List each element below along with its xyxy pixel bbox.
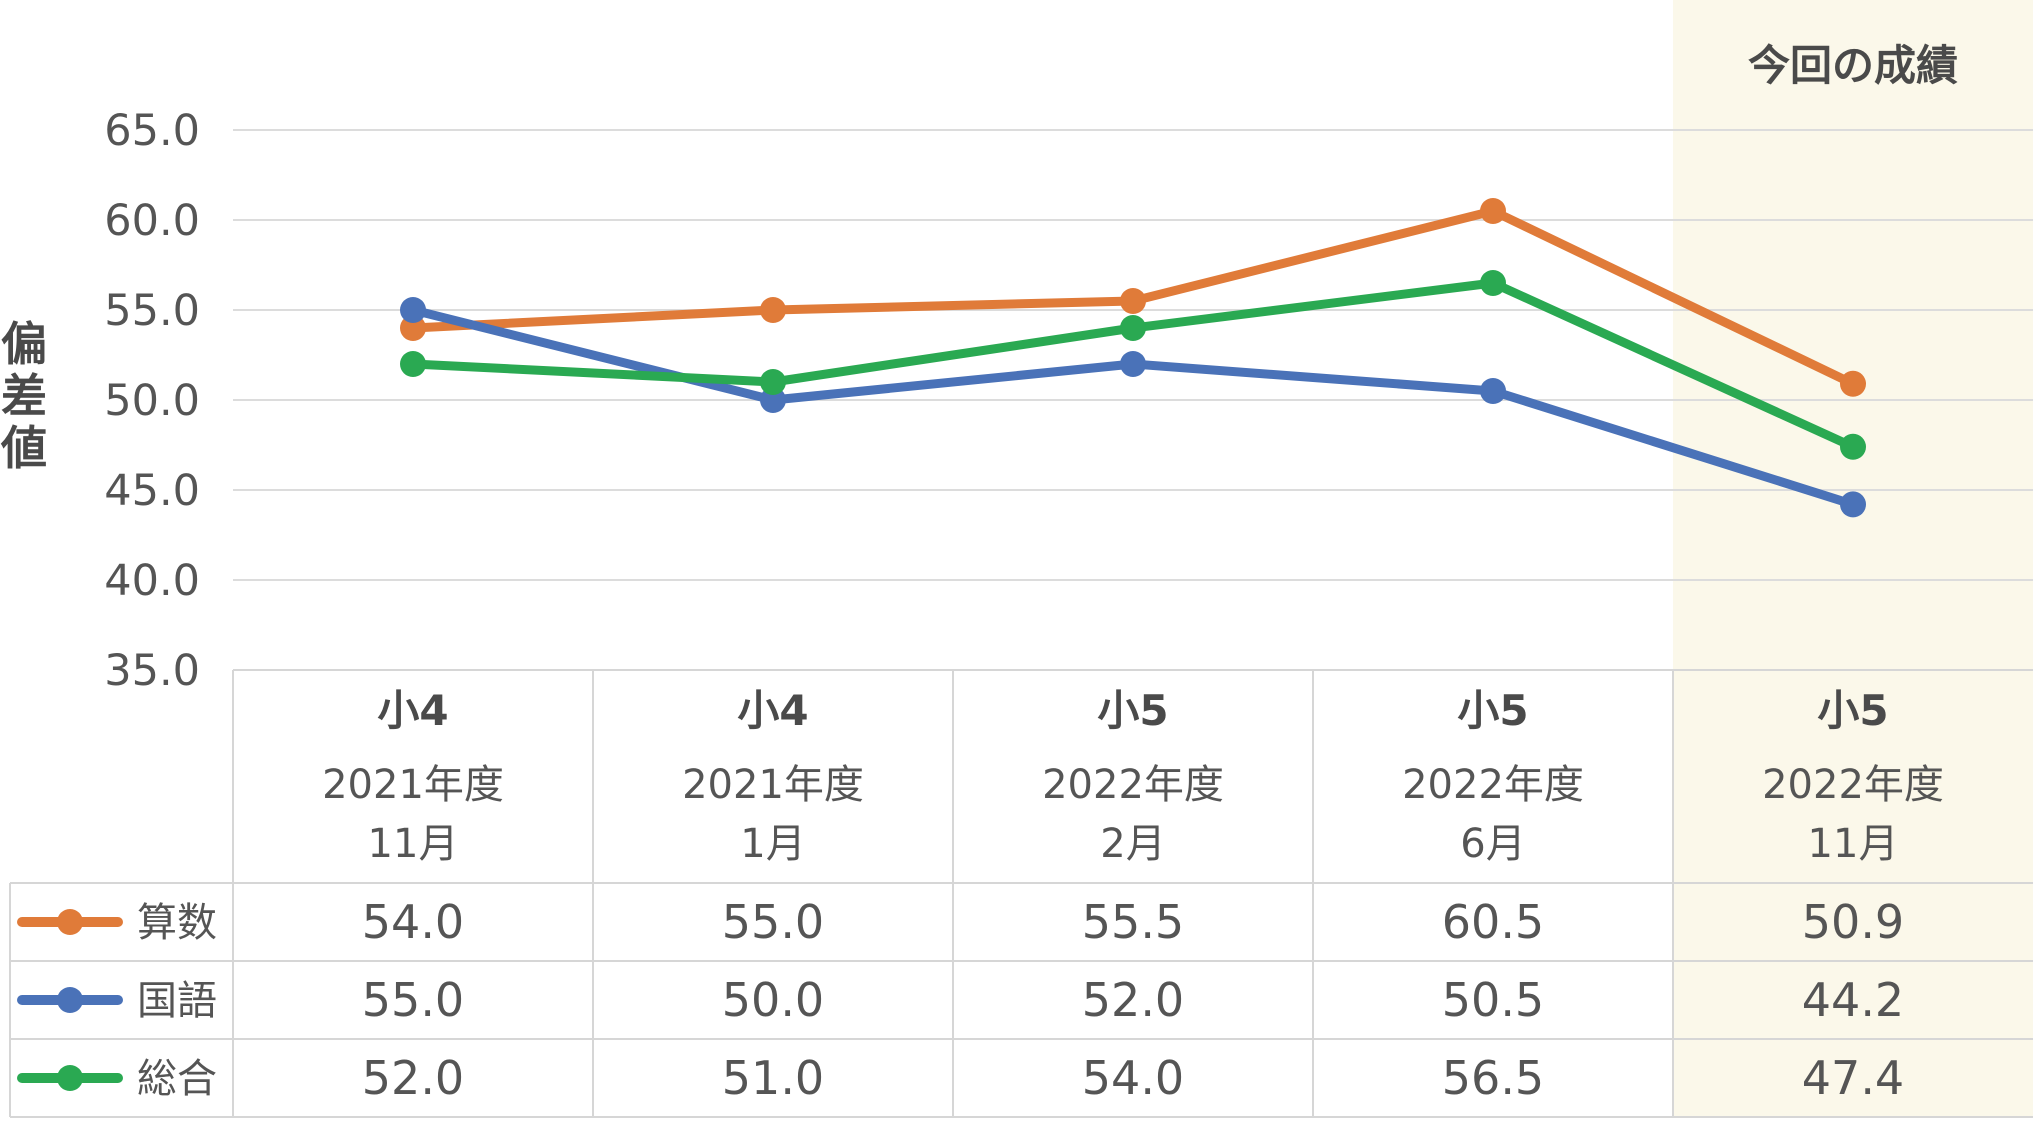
legend-marker-1 [17, 987, 123, 1013]
legend-marker-0 [17, 909, 123, 935]
value-cell: 56.5 [1442, 1051, 1544, 1105]
value-cell: 52.0 [362, 1051, 464, 1105]
data-point [1120, 351, 1146, 377]
current-result-label: 今回の成績 [1748, 41, 1958, 90]
value-cell: 50.9 [1802, 895, 1904, 949]
y-tick-label: 35.0 [104, 646, 200, 696]
y-tick-label: 60.0 [104, 196, 200, 246]
category-grade: 小4 [737, 686, 808, 735]
value-cell: 55.0 [362, 973, 464, 1027]
legend-marker-2 [17, 1065, 123, 1091]
y-tick-label: 45.0 [104, 466, 200, 516]
category-month: 1月 [740, 821, 805, 867]
data-point [1120, 315, 1146, 341]
category-year: 2022年度 [1402, 762, 1584, 808]
value-cell: 44.2 [1802, 973, 1904, 1027]
legend-dot [57, 987, 83, 1013]
data-point [1480, 198, 1506, 224]
category-month: 6月 [1460, 821, 1525, 867]
data-point [400, 315, 426, 341]
legend-label: 算数 [137, 900, 217, 946]
y-tick-label: 50.0 [104, 376, 200, 426]
y-tick-label: 40.0 [104, 556, 200, 606]
value-cell: 47.4 [1802, 1051, 1904, 1105]
y-axis-label: 偏差値 [0, 317, 47, 475]
value-cell: 55.5 [1082, 895, 1184, 949]
data-point [1840, 491, 1866, 518]
value-cell: 51.0 [722, 1051, 824, 1105]
category-grade: 小5 [1457, 686, 1528, 735]
category-month: 2月 [1100, 821, 1165, 867]
value-cell: 60.5 [1442, 895, 1544, 949]
data-point [1840, 433, 1866, 460]
data-point [1480, 270, 1506, 296]
legend-label: 国語 [137, 978, 217, 1024]
category-grade: 小5 [1817, 686, 1888, 735]
category-month: 11月 [1808, 821, 1899, 867]
value-cell: 50.5 [1442, 973, 1544, 1027]
legend-dot [57, 909, 83, 935]
data-point [760, 369, 786, 395]
current-result-highlight [1673, 0, 2033, 1118]
category-month: 11月 [368, 821, 459, 867]
data-point [400, 351, 426, 377]
data-point [1840, 370, 1866, 397]
value-cell: 52.0 [1082, 973, 1184, 1027]
data-point [1480, 378, 1506, 404]
data-point [400, 297, 426, 323]
category-year: 2022年度 [1042, 762, 1224, 808]
category-grade: 小5 [1097, 686, 1168, 735]
value-cell: 54.0 [1082, 1051, 1184, 1105]
data-point [760, 297, 786, 323]
value-cell: 55.0 [722, 895, 824, 949]
value-cell: 50.0 [722, 973, 824, 1027]
data-point [1120, 288, 1146, 314]
category-year: 2021年度 [322, 762, 504, 808]
value-cell: 54.0 [362, 895, 464, 949]
y-tick-label: 55.0 [104, 286, 200, 336]
y-tick-label: 65.0 [104, 106, 200, 156]
category-year: 2022年度 [1762, 762, 1944, 808]
legend-label: 総合 [137, 1056, 217, 1102]
category-year: 2021年度 [682, 762, 864, 808]
legend-dot [57, 1065, 83, 1091]
category-grade: 小4 [377, 686, 448, 735]
data-point [760, 387, 786, 413]
